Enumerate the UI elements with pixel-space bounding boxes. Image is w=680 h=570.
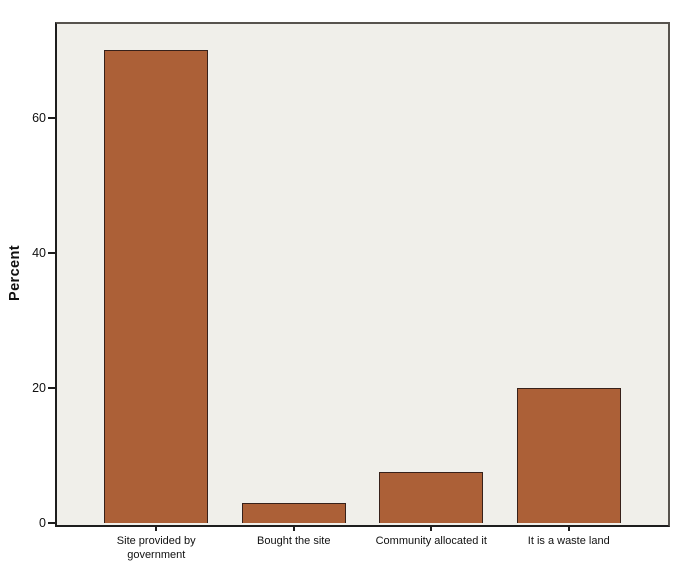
bar [379, 472, 484, 523]
x-tick-mark [292, 525, 295, 531]
bar [104, 50, 209, 523]
x-tick-label: Bought the site [257, 535, 331, 547]
y-tick-label: 20 [32, 380, 46, 395]
y-tick-mark [48, 386, 55, 389]
y-tick-label: 40 [32, 245, 46, 260]
y-tick-mark [48, 116, 55, 119]
x-tick-label: It is a waste land [527, 535, 610, 547]
x-tick-mark [155, 525, 158, 531]
x-tick-label: Site provided by government [116, 535, 196, 561]
bar [516, 387, 621, 523]
y-tick-label: 0 [39, 516, 46, 530]
y-tick-label: 60 [32, 110, 46, 125]
y-tick-mark [48, 522, 55, 524]
x-tick-mark [430, 525, 433, 531]
y-axis-title: Percent [7, 244, 23, 301]
bar [241, 502, 346, 523]
x-tick-label: Community allocated it [375, 535, 487, 547]
x-tick-mark [567, 525, 570, 531]
y-tick-mark [48, 251, 55, 254]
